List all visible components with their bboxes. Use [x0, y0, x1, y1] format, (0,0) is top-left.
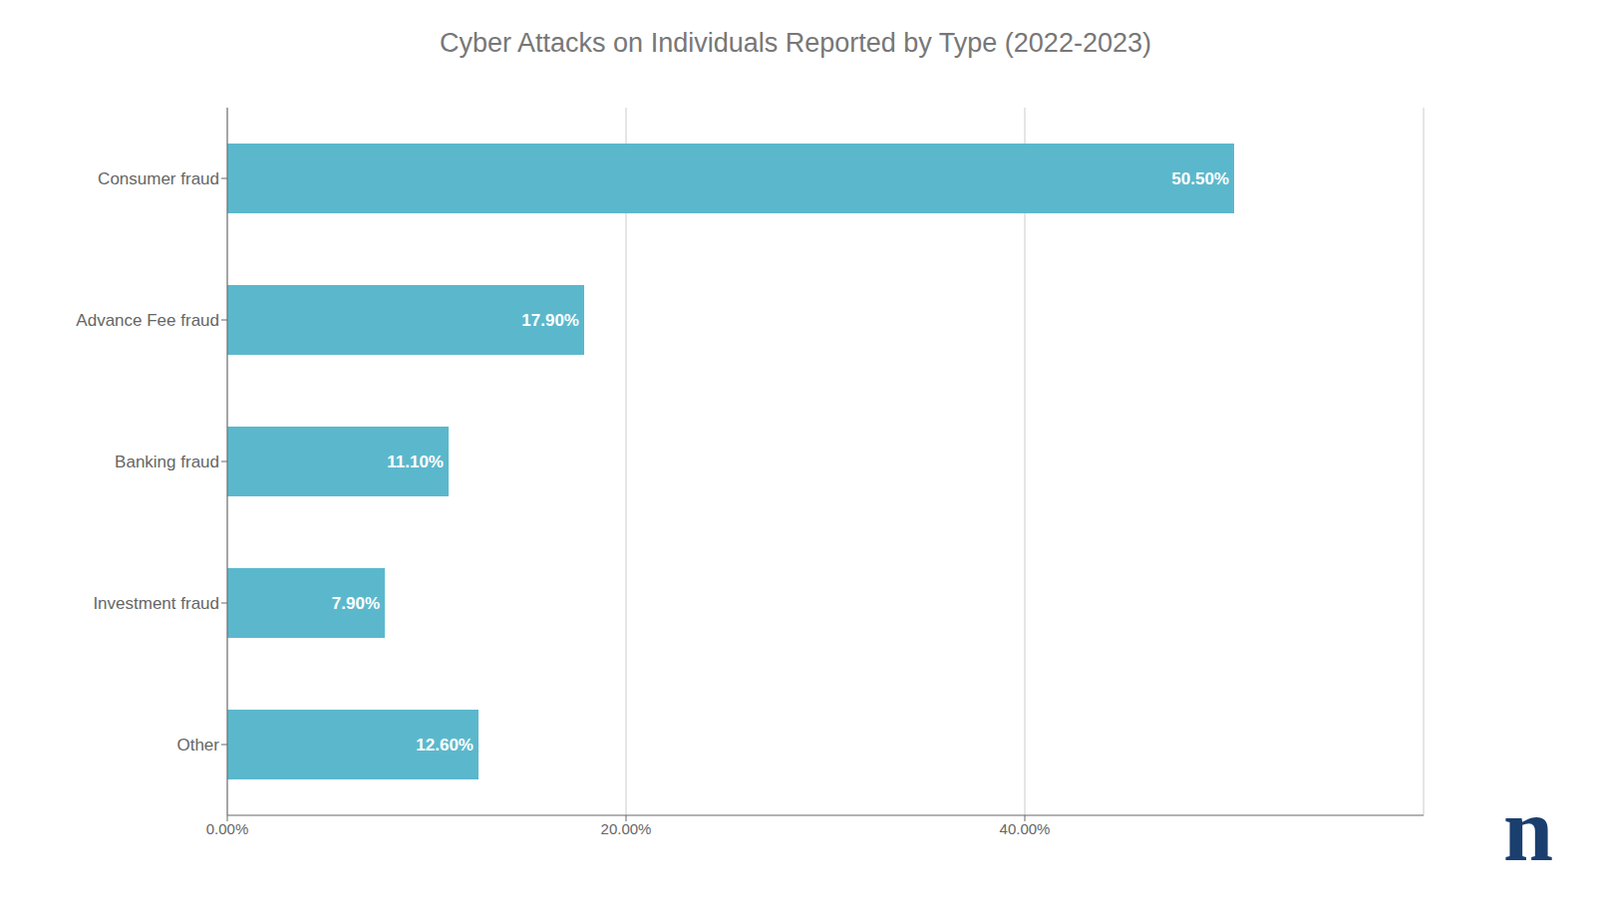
svg-text:Advance Fee fraud: Advance Fee fraud: [75, 311, 220, 330]
svg-text:11.10%: 11.10%: [386, 452, 444, 472]
svg-text:0.00%: 0.00%: [206, 820, 250, 838]
svg-text:40.00%: 40.00%: [999, 820, 1051, 838]
svg-text:Banking fraud: Banking fraud: [114, 452, 220, 472]
svg-text:20.00%: 20.00%: [601, 820, 652, 838]
svg-text:50.50%: 50.50%: [1171, 169, 1230, 189]
html-text:n: n: [1503, 780, 1554, 880]
svg-text:7.90%: 7.90%: [331, 594, 380, 614]
svg-text:Other: Other: [176, 735, 220, 755]
svg-text:Consumer fraud: Consumer fraud: [97, 169, 220, 189]
svg-text:12.60%: 12.60%: [415, 735, 474, 755]
svg-text:Investment fraud: Investment fraud: [92, 594, 220, 614]
svg-text:17.90%: 17.90%: [521, 311, 580, 330]
html-text:Cyber Attacks on Individuals R: Cyber Attacks on Individuals Reported by…: [439, 27, 1152, 58]
